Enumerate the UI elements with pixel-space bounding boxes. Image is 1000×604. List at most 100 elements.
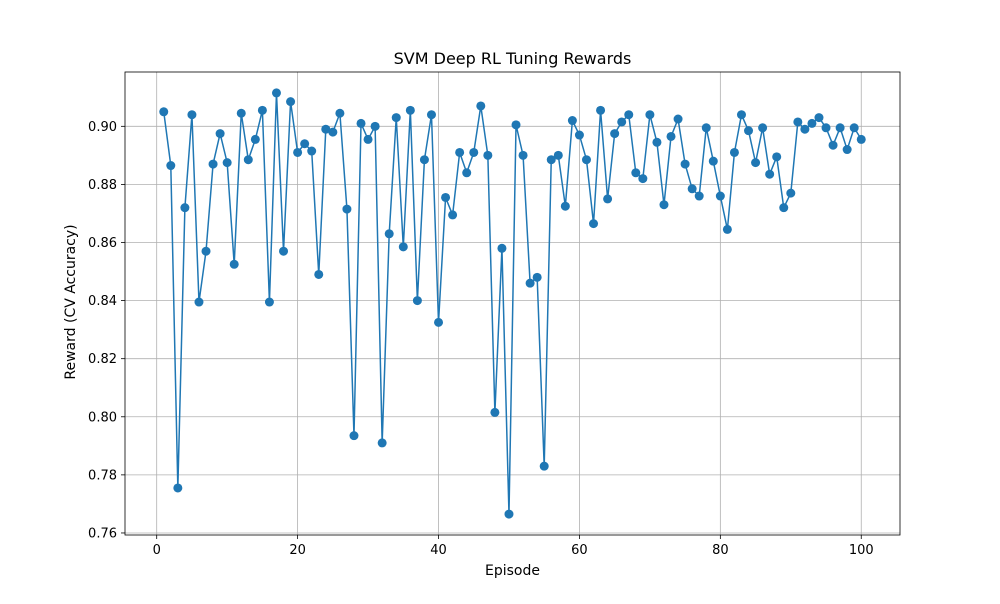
data-point [814, 113, 824, 123]
data-point [504, 509, 514, 519]
data-point [645, 110, 655, 120]
data-point [842, 145, 852, 155]
data-point [603, 194, 613, 204]
data-point [370, 121, 380, 131]
data-point [715, 191, 725, 201]
data-point [173, 483, 183, 493]
data-point [722, 224, 732, 234]
data-point [560, 201, 570, 211]
data-point [356, 118, 366, 128]
data-point [758, 123, 768, 133]
x-axis-label: Episode [485, 563, 540, 579]
x-tick-label: 60 [571, 543, 588, 558]
data-point [426, 110, 436, 120]
y-tick-label: 0.78 [88, 468, 117, 483]
data-point [286, 97, 296, 107]
data-point [511, 120, 521, 130]
data-point [497, 243, 507, 253]
y-axis-label: Reward (CV Accuracy) [63, 224, 79, 379]
data-point [736, 110, 746, 120]
data-point [201, 246, 211, 256]
y-tick-label: 0.76 [88, 526, 117, 541]
data-point [701, 123, 711, 133]
chart-title: SVM Deep RL Tuning Rewards [394, 49, 632, 68]
data-point [821, 123, 831, 133]
data-point [448, 210, 458, 220]
data-point [236, 108, 246, 118]
x-tick-label: 100 [849, 543, 874, 558]
data-point [307, 146, 317, 156]
data-point [793, 117, 803, 127]
data-point [483, 150, 493, 160]
y-tick-label: 0.84 [88, 294, 117, 309]
data-point [391, 113, 401, 123]
data-point [469, 147, 479, 157]
data-point [807, 118, 817, 128]
data-point [680, 159, 690, 169]
y-tick-label: 0.88 [88, 178, 117, 193]
data-point [574, 130, 584, 140]
y-tick-label: 0.90 [88, 120, 117, 135]
data-point [744, 126, 754, 136]
data-point [617, 117, 627, 127]
data-point [800, 124, 810, 134]
data-point [687, 184, 697, 194]
data-point [490, 407, 500, 417]
data-point [335, 108, 345, 118]
data-point [751, 158, 761, 168]
data-point [849, 123, 859, 133]
data-point [264, 297, 274, 307]
x-tick-label: 80 [712, 543, 729, 558]
data-point [659, 200, 669, 210]
data-point [596, 105, 606, 115]
data-point [835, 123, 845, 133]
data-point [349, 431, 359, 441]
data-point [786, 188, 796, 198]
data-point [271, 88, 281, 98]
data-point [765, 169, 775, 179]
data-point [293, 147, 303, 157]
data-point [856, 134, 866, 144]
data-point [229, 259, 239, 269]
data-point [462, 168, 472, 178]
data-point [610, 129, 620, 139]
data-point [455, 147, 465, 157]
data-point [187, 110, 197, 120]
data-point [250, 134, 260, 144]
data-point [377, 438, 387, 448]
y-tick-label: 0.86 [88, 236, 117, 251]
data-point [666, 131, 676, 141]
data-point [180, 203, 190, 213]
series-reward [159, 88, 866, 519]
data-point [553, 150, 563, 160]
data-point [257, 105, 267, 115]
tick-labels: 0 20 40 60 80 100 0.76 0.78 0.80 0.82 0.84 0.86 0.88… [88, 120, 874, 558]
data-point [828, 140, 838, 150]
plot-frame [124, 71, 901, 536]
data-point [300, 139, 310, 149]
data-point [673, 114, 683, 124]
data-point [194, 297, 204, 307]
data-point [518, 150, 528, 160]
data-point [729, 147, 739, 157]
y-tick-label: 0.80 [88, 410, 117, 425]
data-point [567, 116, 577, 126]
data-point [405, 105, 415, 115]
data-point [384, 229, 394, 239]
data-point [476, 101, 486, 111]
data-point [314, 269, 324, 279]
data-point [434, 317, 444, 327]
data-point [166, 161, 176, 171]
data-point [363, 134, 373, 144]
data-point [708, 156, 718, 166]
data-point [441, 192, 451, 202]
data-point [215, 129, 225, 139]
data-point [412, 296, 422, 306]
data-point [539, 461, 549, 471]
data-point [779, 203, 789, 213]
x-tick-label: 40 [430, 543, 447, 558]
data-point [652, 137, 662, 147]
data-point [419, 155, 429, 165]
